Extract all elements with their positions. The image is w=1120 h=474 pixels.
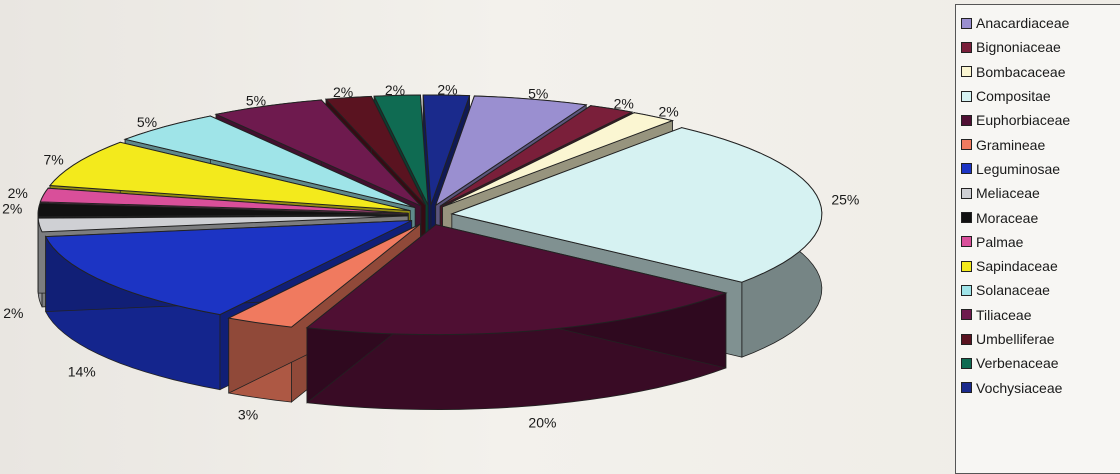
- slice-meliaceae: [37, 215, 409, 233]
- slice-palmae: [39, 187, 409, 214]
- legend-label: Compositae: [976, 88, 1051, 105]
- legend-swatch: [961, 260, 972, 272]
- legend-swatch: [961, 114, 972, 126]
- data-label-sapindaceae: 7%: [43, 152, 63, 168]
- legend-swatch: [961, 333, 972, 345]
- data-label-umbelliferae: 2%: [333, 84, 353, 100]
- legend-item-euphorbiaceae: Euphorbiaceae: [956, 108, 1120, 132]
- legend-label: Tiliaceae: [976, 306, 1032, 323]
- legend-label: Umbelliferae: [976, 331, 1055, 347]
- legend-label: Bignoniaceae: [976, 39, 1061, 56]
- legend-item-anacardiaceae: Anacardiaceae: [956, 11, 1120, 35]
- data-label-palmae: 2%: [8, 185, 28, 201]
- slice-solanaceae: [123, 115, 416, 209]
- legend-item-bombacaceae: Bombacaceae: [956, 60, 1120, 84]
- legend-label: Vochysiaceae: [976, 379, 1063, 396]
- slice-anacardiaceae: [434, 95, 588, 207]
- legend-label: Sapindaceae: [976, 258, 1058, 275]
- legend-label: Anacardiaceae: [976, 15, 1070, 32]
- data-label-tiliaceae: 5%: [246, 93, 266, 109]
- legend-swatch: [961, 17, 972, 29]
- legend-item-leguminosae: Leguminosae: [956, 157, 1120, 181]
- legend-swatch: [961, 163, 972, 175]
- legend-swatch: [961, 284, 972, 296]
- legend-label: Bombacaceae: [976, 63, 1066, 80]
- legend-swatch: [961, 41, 972, 53]
- data-label-meliaceae: 2%: [3, 305, 23, 321]
- legend-swatch: [961, 66, 972, 78]
- data-label-gramineae: 3%: [238, 407, 258, 423]
- data-label-euphorbiaceae: 20%: [528, 414, 556, 430]
- legend-item-tiliaceae: Tiliaceae: [956, 303, 1120, 327]
- data-label-leguminosae: 14%: [68, 363, 96, 379]
- legend-item-bignoniaceae: Bignoniaceae: [956, 35, 1120, 59]
- legend-label: Verbenaceae: [976, 355, 1059, 372]
- slice-sapindaceae: [48, 141, 411, 212]
- legend-swatch: [961, 382, 972, 394]
- legend-label: Euphorbiaceae: [976, 112, 1071, 129]
- data-label-vochysiaceae: 2%: [437, 82, 457, 98]
- legend-item-vochysiaceae: Vochysiaceae: [956, 375, 1120, 399]
- data-label-compositae: 25%: [831, 191, 859, 207]
- legend-item-moraceae: Moraceae: [956, 205, 1120, 229]
- legend-swatch: [961, 90, 972, 102]
- legend-item-solanaceae: Solanaceae: [956, 278, 1120, 302]
- legend-item-meliaceae: Meliaceae: [956, 181, 1120, 205]
- data-label-bignoniaceae: 2%: [614, 96, 634, 112]
- legend-label: Solanaceae: [976, 282, 1050, 299]
- slice-vochysiaceae: [422, 94, 471, 206]
- data-label-anacardiaceae: 5%: [528, 86, 548, 102]
- legend-swatch: [961, 357, 972, 369]
- legend-item-compositae: Compositae: [956, 84, 1120, 108]
- legend-swatch: [961, 139, 972, 151]
- slice-leguminosae: [44, 220, 412, 316]
- data-label-bombacaceae: 2%: [658, 104, 678, 120]
- slice-gramineae: [227, 223, 421, 328]
- slice-verbenaceae: [373, 94, 429, 206]
- legend-swatch: [961, 236, 972, 248]
- legend-label: Gramineae: [976, 136, 1046, 153]
- legend-label: Palmae: [976, 233, 1024, 250]
- legend-label: Moraceae: [976, 209, 1039, 226]
- legend-item-umbelliferae: Umbelliferae: [956, 327, 1120, 351]
- chart-legend: Anacardiaceae Bignoniaceae Bombacaceae Comp…: [955, 4, 1120, 474]
- data-label-verbenaceae: 2%: [385, 82, 405, 98]
- data-label-solanaceae: 5%: [137, 114, 157, 130]
- slice-euphorbiaceae: [305, 224, 728, 336]
- slice-umbelliferae: [324, 95, 426, 206]
- slice-compositae: [450, 127, 823, 283]
- legend-item-palmae: Palmae: [956, 230, 1120, 254]
- legend-label: Leguminosae: [976, 160, 1061, 177]
- data-label-moraceae: 2%: [2, 200, 22, 216]
- legend-item-verbenaceae: Verbenaceae: [956, 351, 1120, 375]
- slice-bombacaceae: [442, 112, 675, 208]
- legend-item-sapindaceae: Sapindaceae: [956, 254, 1120, 278]
- legend-item-gramineae: Gramineae: [956, 132, 1120, 156]
- legend-swatch: [961, 309, 972, 321]
- slice-bignoniaceae: [439, 105, 634, 207]
- pie-chart: 5%2%2%25%20%3%14%2%2%2%7%5%5%2% 2% 2%: [2, 82, 859, 431]
- legend-swatch: [961, 187, 972, 199]
- slice-tiliaceae: [214, 99, 422, 207]
- slice-moraceae: [37, 202, 409, 218]
- legend-label: Meliaceae: [976, 185, 1040, 202]
- legend-swatch: [961, 212, 972, 224]
